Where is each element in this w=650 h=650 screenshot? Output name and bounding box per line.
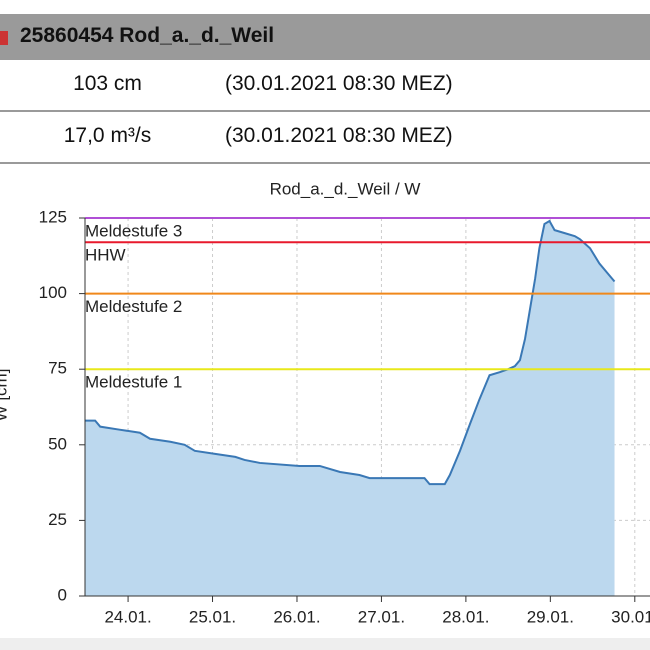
info-row: 17,0 m³/s (30.01.2021 08:30 MEZ) [0, 112, 650, 164]
threshold-label: Meldestufe 1 [85, 373, 182, 392]
area [85, 221, 615, 597]
y-tick-label: 100 [39, 283, 67, 302]
row-date: (30.01.2021 08:30 MEZ) [225, 72, 453, 95]
threshold-label: Meldestufe 3 [85, 221, 182, 240]
x-tick-label: 24.01. [104, 607, 151, 626]
row-value: 17,0 m³/s [63, 124, 152, 147]
x-tick-label: 29.01. [527, 607, 574, 626]
row-value: 103 cm [73, 72, 142, 95]
info-row: 103 cm (30.01.2021 08:30 MEZ) [0, 60, 650, 112]
x-tick-label: 26.01. [273, 607, 320, 626]
threshold-label: HHW [85, 246, 126, 265]
threshold-label: Meldestufe 2 [85, 297, 182, 316]
x-tick-label: 25.01. [189, 607, 236, 626]
header: 25860454 Rod_a._d._Weil [0, 14, 650, 60]
y-tick-label: 25 [48, 510, 67, 529]
y-axis-label: W [cm] [0, 369, 10, 422]
x-tick-label: 30.01. [611, 607, 650, 626]
y-tick-label: 125 [39, 207, 67, 226]
row-date: (30.01.2021 08:30 MEZ) [225, 124, 453, 147]
chart-title: Rod_a._d._Weil / W [270, 179, 421, 198]
header-title: 25860454 Rod_a._d._Weil [20, 24, 275, 47]
chart: Rod_a._d._Weil / W W [cm] 0 25 50 75 100 125 2… [0, 179, 650, 626]
x-tick-label: 28.01. [442, 607, 489, 626]
station-icon [0, 31, 8, 45]
x-tick-label: 27.01. [358, 607, 405, 626]
y-tick-label: 50 [48, 434, 67, 453]
y-tick-label: 75 [48, 359, 67, 378]
line [85, 219, 616, 486]
footer-strip [0, 638, 650, 650]
y-tick-label: 0 [58, 585, 67, 604]
